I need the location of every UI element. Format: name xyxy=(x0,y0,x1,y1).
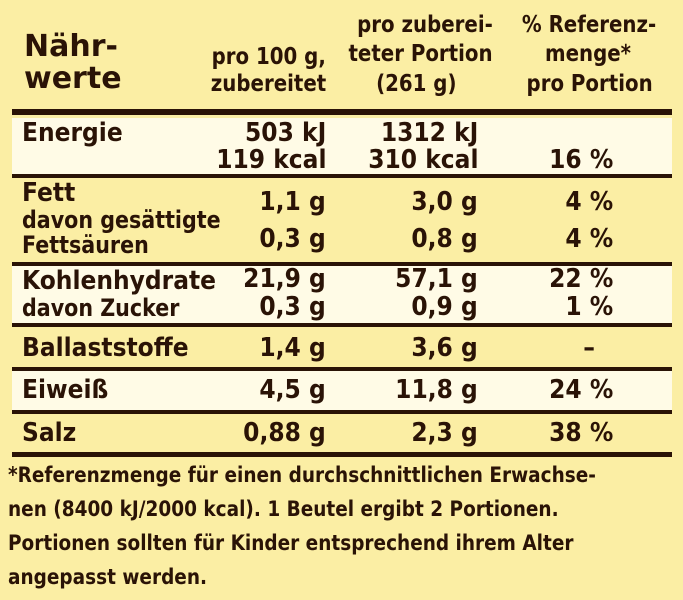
fett-100g: 1,1 g xyxy=(259,187,326,217)
salz-referenz: 38 % xyxy=(548,418,613,448)
ballaststoffe-portion: 3,6 g xyxy=(411,333,478,363)
ballaststoffe-referenz: – xyxy=(583,333,595,363)
header-rule xyxy=(12,109,672,115)
header-col3-line3: pro Portion xyxy=(526,71,653,97)
salz-100g: 0,88 g xyxy=(243,418,326,448)
kohlenhydrate-referenz: 22 % xyxy=(548,264,613,294)
energie-100g-kj: 503 kJ xyxy=(244,118,326,148)
energie-referenz: 16 % xyxy=(548,145,613,175)
label-energie: Energie xyxy=(22,118,123,148)
footnote-line1: *Referenzmenge für einen durchschnittlic… xyxy=(8,463,596,487)
table-bottom-rule xyxy=(12,452,672,457)
label-ballaststoffe: Ballaststoffe xyxy=(22,333,189,363)
row-band-eiweiss xyxy=(12,370,672,410)
eiweiss-portion: 11,8 g xyxy=(395,375,478,405)
fett-referenz: 4 % xyxy=(565,187,613,217)
header-col2-line3: (261 g) xyxy=(376,71,457,97)
row-rule xyxy=(12,410,672,414)
label-gesaettigte-line1: davon gesättigte xyxy=(22,206,221,234)
header-title-line1: Nähr- xyxy=(24,29,118,64)
eiweiss-100g: 4,5 g xyxy=(259,375,326,405)
row-rule xyxy=(12,323,672,327)
row-band-energie xyxy=(12,118,672,174)
fett-portion: 3,0 g xyxy=(411,187,478,217)
row-rule xyxy=(12,174,672,178)
row-rule xyxy=(12,367,672,371)
zucker-portion: 0,9 g xyxy=(411,292,478,322)
footnote-line3: Portionen sollten für Kinder entsprechen… xyxy=(8,531,574,555)
label-kohlenhydrate: Kohlenhydrate xyxy=(22,266,217,296)
zucker-100g: 0,3 g xyxy=(259,292,326,322)
header-col2-line2: teter Portion xyxy=(348,41,493,67)
salz-portion: 2,3 g xyxy=(411,418,478,448)
energie-portion-kj: 1312 kJ xyxy=(380,118,478,148)
header-col1-line1: pro 100 g, xyxy=(211,44,326,70)
label-zucker: davon Zucker xyxy=(22,294,180,322)
header-col1-line2: zubereitet xyxy=(210,71,326,97)
row-rule xyxy=(12,262,672,266)
header-col2-line1: pro zuberei- xyxy=(357,12,493,38)
energie-portion-kcal: 310 kcal xyxy=(367,145,478,175)
energie-100g-kcal: 119 kcal xyxy=(215,145,326,175)
eiweiss-referenz: 24 % xyxy=(548,375,613,405)
header-col3-line1: % Referenz- xyxy=(521,12,656,38)
zucker-referenz: 1 % xyxy=(565,292,613,322)
label-gesaettigte-line2: Fettsäuren xyxy=(22,231,149,259)
kohlenhydrate-portion: 57,1 g xyxy=(395,264,478,294)
footnote-line2: nen (8400 kJ/2000 kcal). 1 Beutel ergibt… xyxy=(8,497,559,521)
kohlenhydrate-100g: 21,9 g xyxy=(243,264,326,294)
ballaststoffe-100g: 1,4 g xyxy=(259,333,326,363)
gesaettigte-portion: 0,8 g xyxy=(411,224,478,254)
label-fett: Fett xyxy=(22,178,76,208)
label-salz: Salz xyxy=(22,418,77,448)
label-eiweiss: Eiweiß xyxy=(22,375,109,405)
gesaettigte-referenz: 4 % xyxy=(565,224,613,254)
header-col3-line2: menge* xyxy=(544,41,631,67)
row-band-kohlenhydrate xyxy=(12,265,672,323)
header-title-line2: werte xyxy=(24,61,122,96)
footnote-line4: angepasst werden. xyxy=(8,565,208,589)
gesaettigte-100g: 0,3 g xyxy=(259,224,326,254)
